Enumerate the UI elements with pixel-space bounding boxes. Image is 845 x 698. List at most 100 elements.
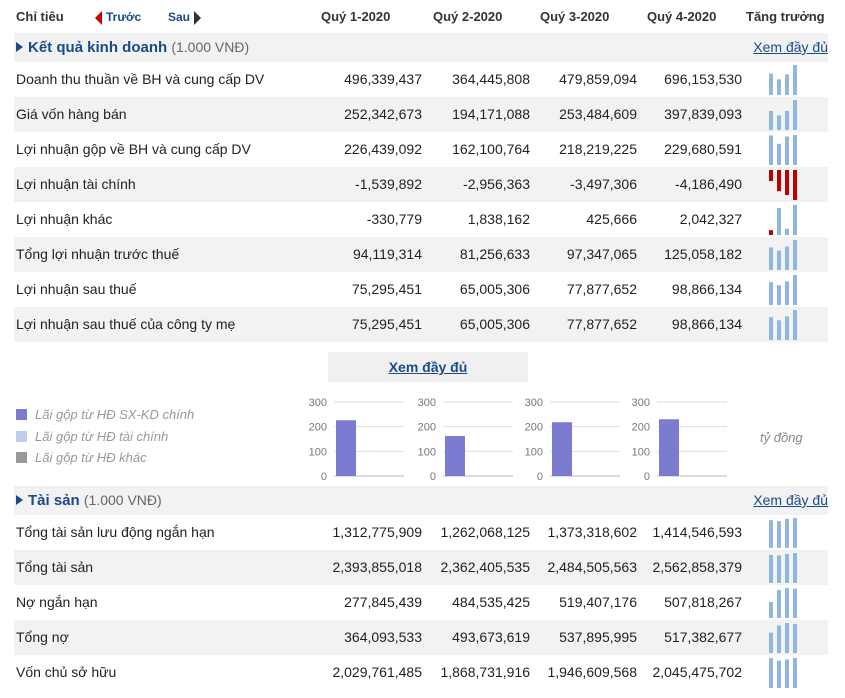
row-value-q1: 496,339,437 xyxy=(344,71,422,87)
y-tick-label: 0 xyxy=(321,471,327,482)
row-value-q3: 537,895,995 xyxy=(559,629,637,645)
prev-button[interactable]: Trước xyxy=(95,10,141,25)
sparkline-bar xyxy=(785,170,789,196)
row-value-q3: 77,877,652 xyxy=(566,316,637,332)
mini-bar-chart: 0 100 200 300 xyxy=(632,397,727,482)
row-value-q3: 218,219,225 xyxy=(559,141,637,157)
row-value-q3: 425,666 xyxy=(586,211,637,227)
chart-unit-label: tỷ đồng xyxy=(760,430,803,445)
row-value-q4: 98,866,134 xyxy=(671,316,742,332)
growth-sparkline xyxy=(769,553,797,583)
sparkline-bar xyxy=(785,228,789,235)
mid-more-link[interactable]: Xem đầy đủ xyxy=(328,352,528,382)
y-tick-label: 0 xyxy=(537,471,543,482)
row-value-q3: 519,407,176 xyxy=(559,594,637,610)
col-q4: Quý 4-2020 xyxy=(647,9,717,24)
gross-profit-bar xyxy=(445,436,465,476)
row-value-q4: 2,562,858,379 xyxy=(652,559,742,575)
y-tick-label: 200 xyxy=(309,422,327,434)
y-tick-label: 300 xyxy=(309,397,327,409)
sparkline-bar xyxy=(769,632,773,653)
legend-item: Lãi gộp từ HĐ khác xyxy=(16,450,147,465)
sparkline-bar xyxy=(777,320,781,340)
row-value-q2: 194,171,088 xyxy=(452,106,530,122)
col-growth: Tăng trưởng xyxy=(746,9,825,24)
legend-item: Lãi gộp từ HĐ SX-KD chính xyxy=(16,407,194,422)
table-row: Tổng nợ 364,093,533 493,673,619 537,895,995… xyxy=(14,620,828,655)
row-value-q3: 77,877,652 xyxy=(566,281,637,297)
sparkline-bar xyxy=(777,555,781,583)
row-value-q4: 98,866,134 xyxy=(671,281,742,297)
row-value-q1: 2,393,855,018 xyxy=(332,559,422,575)
row-value-q3: 253,484,609 xyxy=(559,106,637,122)
growth-sparkline xyxy=(769,205,797,235)
growth-sparkline xyxy=(769,588,797,618)
table-row: Lợi nhuận sau thuế 75,295,451 65,005,306 77… xyxy=(14,272,828,307)
row-value-q2: -2,956,363 xyxy=(463,176,530,192)
growth-sparkline xyxy=(769,240,797,270)
row-value-q4: 507,818,267 xyxy=(664,594,742,610)
row-value-q2: 162,100,764 xyxy=(452,141,530,157)
business-more-link[interactable]: Xem đầy đủ xyxy=(753,39,828,55)
sparkline-bar xyxy=(777,207,781,235)
mini-bar-chart: 0 100 200 300 xyxy=(309,397,404,482)
table-row: Doanh thu thuần về BH và cung cấp DV 496,… xyxy=(14,62,828,97)
row-value-q2: 484,535,425 xyxy=(452,594,530,610)
sparkline-bar xyxy=(769,601,773,618)
prev-arrow-icon xyxy=(95,10,102,25)
row-value-q4: 125,058,182 xyxy=(664,246,742,262)
section-assets: Tài sản (1.000 VNĐ) Xem đầy đủ xyxy=(14,486,828,515)
growth-sparkline xyxy=(769,658,797,688)
sparkline-bar xyxy=(785,316,789,340)
section-bullet-icon xyxy=(16,495,23,505)
growth-sparkline xyxy=(769,170,797,200)
growth-sparkline xyxy=(769,135,797,165)
assets-title: Tài sản xyxy=(28,492,80,509)
section-title: Tài sản (1.000 VNĐ) xyxy=(28,492,162,509)
row-value-q4: 517,382,677 xyxy=(664,629,742,645)
sparkline-bar xyxy=(777,660,781,688)
sparkline-bar xyxy=(777,170,781,192)
y-tick-label: 100 xyxy=(309,446,327,458)
table-row: Lợi nhuận sau thuế của công ty mẹ 75,295,… xyxy=(14,307,828,342)
y-tick-label: 0 xyxy=(430,471,436,482)
row-value-q1: 364,093,533 xyxy=(344,629,422,645)
assets-unit: (1.000 VNĐ) xyxy=(83,492,162,508)
sparkline-bar xyxy=(793,310,797,340)
sparkline-bar xyxy=(777,250,781,270)
sparkline-bar xyxy=(777,143,781,165)
row-value-q1: 1,312,775,909 xyxy=(332,524,422,540)
row-label: Lợi nhuận khác xyxy=(16,211,113,227)
next-button[interactable]: Sau xyxy=(168,10,202,25)
y-tick-label: 300 xyxy=(632,397,650,409)
growth-sparkline xyxy=(769,310,797,340)
sparkline-bar xyxy=(785,246,789,270)
sparkline-bar xyxy=(785,136,789,165)
sparkline-bar xyxy=(793,624,797,653)
row-value-q1: 75,295,451 xyxy=(351,281,422,297)
sparkline-bar xyxy=(785,553,789,583)
next-label: Sau xyxy=(168,10,191,24)
row-value-q4: 2,042,327 xyxy=(679,211,742,227)
next-arrow-icon xyxy=(194,10,202,25)
row-value-q1: -330,779 xyxy=(366,211,422,227)
sparkline-bar xyxy=(793,658,797,688)
sparkline-bar xyxy=(793,553,797,583)
y-tick-label: 100 xyxy=(525,446,543,458)
y-tick-label: 200 xyxy=(632,422,650,434)
growth-sparkline xyxy=(769,65,797,95)
legend-swatch xyxy=(16,431,27,442)
legend-swatch xyxy=(16,452,27,463)
sparkline-bar xyxy=(785,110,789,130)
sparkline-bar xyxy=(785,518,789,548)
assets-more-link[interactable]: Xem đầy đủ xyxy=(753,492,828,508)
growth-sparkline xyxy=(769,623,797,653)
row-value-q1: 226,439,092 xyxy=(344,141,422,157)
gross-profit-bar xyxy=(336,420,356,476)
row-value-q1: 75,295,451 xyxy=(351,316,422,332)
row-value-q1: 252,342,673 xyxy=(344,106,422,122)
sparkline-bar xyxy=(793,170,797,200)
sparkline-bar xyxy=(769,282,773,305)
row-value-q2: 65,005,306 xyxy=(459,316,530,332)
row-label: Tổng nợ xyxy=(16,629,69,645)
